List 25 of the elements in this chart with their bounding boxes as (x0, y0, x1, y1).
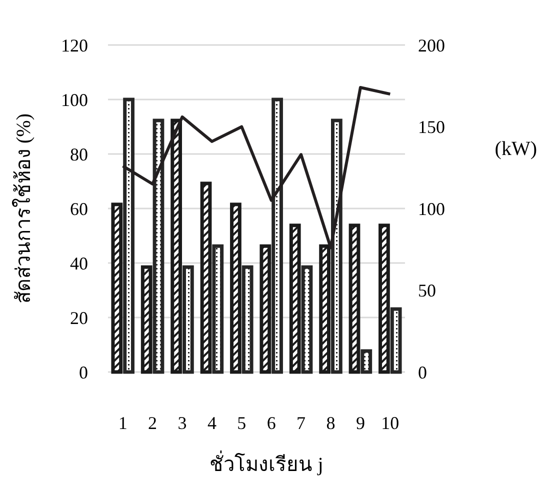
y-axis-title: สัดส่วนการใช้ห้อง (%) (12, 114, 35, 304)
y-tick-label: 80 (70, 144, 88, 164)
x-tick-label: 4 (207, 413, 216, 433)
x-tick-label: 9 (356, 413, 365, 433)
y2-tick-label: 0 (418, 362, 427, 382)
y2-axis-title: (kW) (494, 138, 537, 160)
x-axis-title: ชั่วโมงเรียน j (210, 450, 324, 476)
y-tick-label: 40 (70, 253, 88, 274)
y-tick-label: 0 (79, 362, 88, 382)
x-tick-label: 3 (178, 413, 187, 433)
y-tick-label: 20 (70, 308, 88, 328)
x-tick-label: 10 (381, 413, 400, 433)
x-tick-label: 2 (148, 413, 158, 433)
x-tick-label: 1 (118, 413, 128, 433)
x-tick-label: 5 (237, 413, 246, 433)
y2-tick-label: 50 (418, 280, 436, 301)
x-tick-label: 6 (266, 413, 276, 433)
x-tick-label: 8 (326, 413, 336, 433)
y-tick-label: 120 (61, 35, 88, 56)
y2-tick-label: 150 (418, 117, 445, 138)
y2-tick-label: 200 (418, 35, 445, 56)
y2-tick-label: 100 (418, 198, 445, 219)
y-tick-label: 60 (70, 198, 88, 219)
x-tick-label: 7 (296, 413, 306, 433)
y-tick-label: 100 (61, 90, 88, 110)
